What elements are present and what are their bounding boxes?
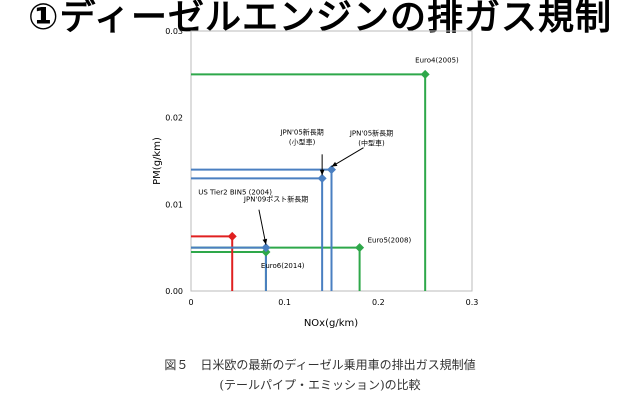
x-tick-label: 0.2 (372, 298, 385, 307)
slide-title: ①ディーゼルエンジンの排ガス規制 (28, 0, 612, 38)
series-label: JPN'05新長期(小型車) (279, 127, 323, 146)
series-label: JPN'05新長期(中型車) (349, 129, 393, 148)
y-tick-label: 0.00 (165, 287, 183, 296)
figure-caption-line-2: (テールパイプ・エミッション)の比較 (219, 378, 421, 392)
series-label: Euro4(2005) (415, 56, 459, 64)
data-point-marker (317, 173, 327, 183)
chart: 0 0.1 0.2 0.3 0.00 0.01 0.02 0.03 Euro4(2005) Eu… (152, 27, 479, 329)
annotation-arrowhead (331, 161, 338, 167)
series-label: Euro5(2008) (368, 237, 412, 245)
data-point-marker (261, 243, 271, 253)
series-label: Euro6(2014) (261, 262, 305, 270)
x-tick-label: 0.1 (278, 298, 291, 307)
data-point-marker (227, 231, 237, 241)
data-point-marker (420, 69, 430, 79)
data-point-marker (355, 243, 365, 253)
y-tick-label: 0.03 (165, 27, 183, 36)
annotation-arrow (258, 209, 267, 245)
x-axis-title: NOx(g/km) (304, 318, 358, 329)
data-point-marker (327, 165, 336, 175)
annotation-arrowhead (319, 169, 325, 176)
y-tick-label: 0.01 (165, 200, 183, 209)
annotation-arrowhead (262, 238, 268, 245)
series-label: US Tier2 BIN5 (2004) (198, 188, 272, 196)
x-tick-label: 0.3 (466, 298, 479, 307)
y-tick-label: 0.02 (165, 114, 183, 123)
x-tick-label: 0 (188, 298, 193, 307)
series-label: JPN'09ポスト新長期 (243, 195, 308, 204)
y-axis-title: PM(g/km) (152, 137, 163, 185)
annotation-arrow (331, 147, 364, 168)
figure-caption-line-1: 図５ 日米欧の最新のディーゼル乗用車の排出ガス規制値 (164, 358, 476, 372)
